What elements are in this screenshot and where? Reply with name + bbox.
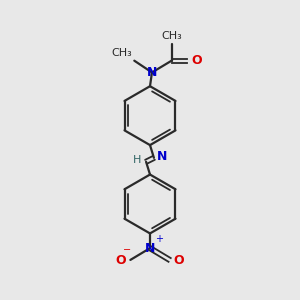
Text: −: − — [123, 245, 131, 255]
Text: +: + — [155, 234, 163, 244]
Text: H: H — [133, 155, 141, 165]
Text: N: N — [145, 242, 155, 255]
Text: O: O — [191, 54, 202, 67]
Text: N: N — [147, 66, 157, 79]
Text: O: O — [174, 254, 184, 267]
Text: N: N — [157, 150, 167, 164]
Text: O: O — [116, 254, 126, 267]
Text: CH₃: CH₃ — [112, 48, 132, 58]
Text: CH₃: CH₃ — [161, 31, 182, 41]
